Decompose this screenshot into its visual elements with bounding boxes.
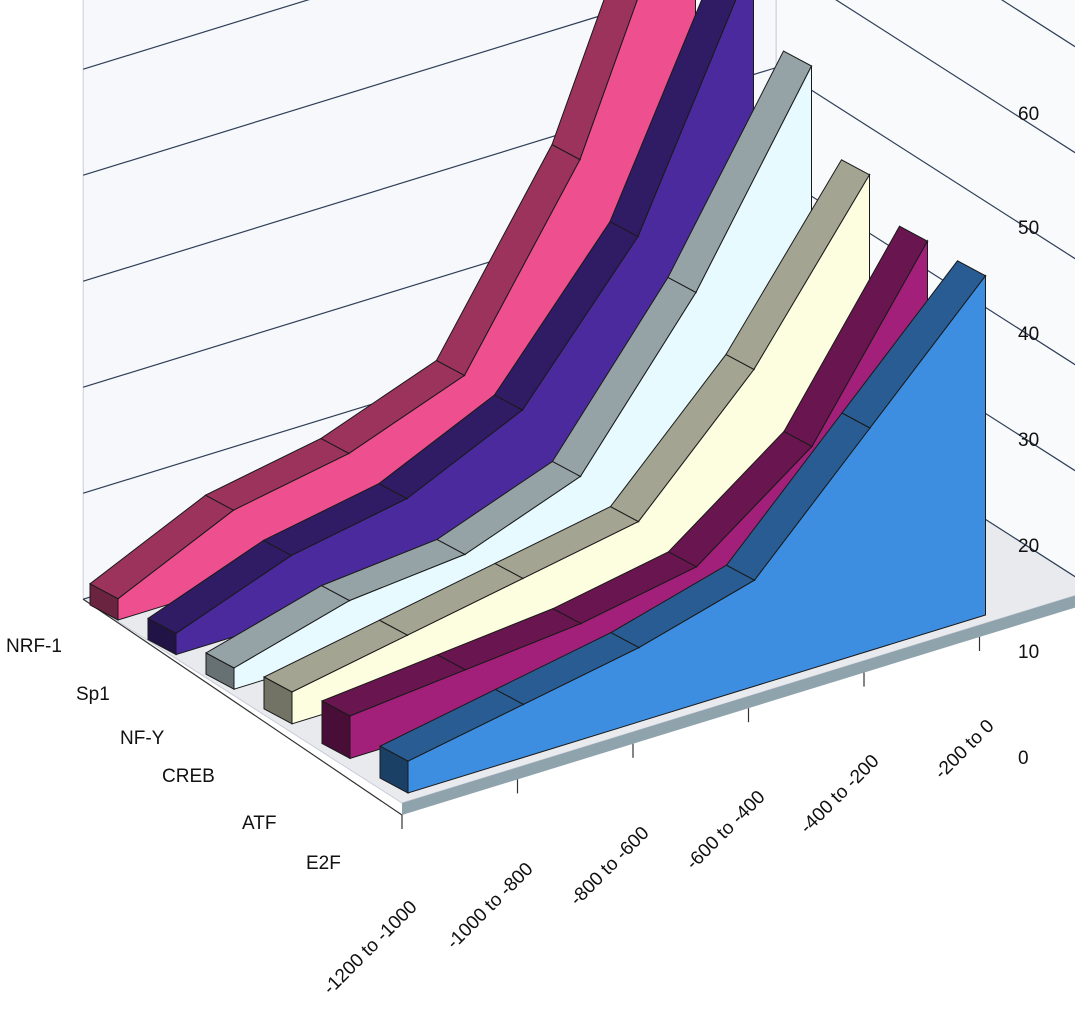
data-point [637,235,639,238]
data-point [638,646,640,649]
category-label: -200 to 0 [931,716,999,784]
data-point [464,669,467,671]
series-label: ATF [242,813,276,834]
data-point [348,452,350,455]
y-tick-label: 10 [1018,642,1039,663]
series-label: Sp1 [76,684,110,705]
y-tick-label: 60 [1018,104,1039,125]
category-label: -1200 to -1000 [319,897,421,999]
data-point [579,475,582,478]
data-point [175,632,177,635]
data-point [233,667,235,669]
series-axis-line [82,598,403,816]
y-tick-label: 50 [1018,218,1039,239]
data-point [407,760,409,762]
data-point [521,409,524,411]
category-label: -1000 to -800 [443,859,538,954]
series-label: CREB [162,766,215,787]
data-point [753,579,756,581]
data-point [522,577,524,580]
series-label: NRF-1 [6,636,62,657]
data-point [406,634,409,636]
data-point [232,509,235,512]
data-point [522,703,525,706]
data-point [868,174,871,176]
series-ribbons [89,0,987,794]
y-tick-label: 0 [1018,748,1029,769]
series-axis-labels: NRF-1 Sp1 NF-Y CREB ATF E2F [6,636,341,874]
y-tick-label: 40 [1018,324,1039,345]
data-point [926,240,929,242]
data-point [984,275,987,277]
data-point [291,691,293,693]
data-point [695,566,698,568]
data-point [695,291,697,294]
y-tick-label: 30 [1018,430,1039,451]
data-point [753,368,755,371]
data-point [811,445,813,448]
y-tick-label: 20 [1018,536,1039,557]
data-point [290,554,293,557]
data-point [637,520,640,523]
category-label: -600 to -400 [682,787,769,874]
data-point [810,65,813,67]
floor-edge [402,595,1075,815]
data-point [348,599,351,602]
data-point [117,598,119,600]
gridline [83,0,1075,176]
category-label: -400 to -200 [796,751,883,838]
series-label: E2F [306,853,341,874]
data-point [464,553,466,556]
data-point [406,497,408,500]
data-point [580,622,582,625]
series-ribbon-e2f [378,260,987,794]
data-point [463,374,466,377]
category-label: -800 to -600 [566,823,653,910]
y-axis-tick-labels: 0 10 20 30 40 50 60 [1018,104,1039,769]
series-label: NF-Y [120,728,165,749]
data-point [869,427,871,429]
data-point [349,715,351,717]
ribbon-top-segment [551,0,638,161]
data-point [579,158,581,161]
